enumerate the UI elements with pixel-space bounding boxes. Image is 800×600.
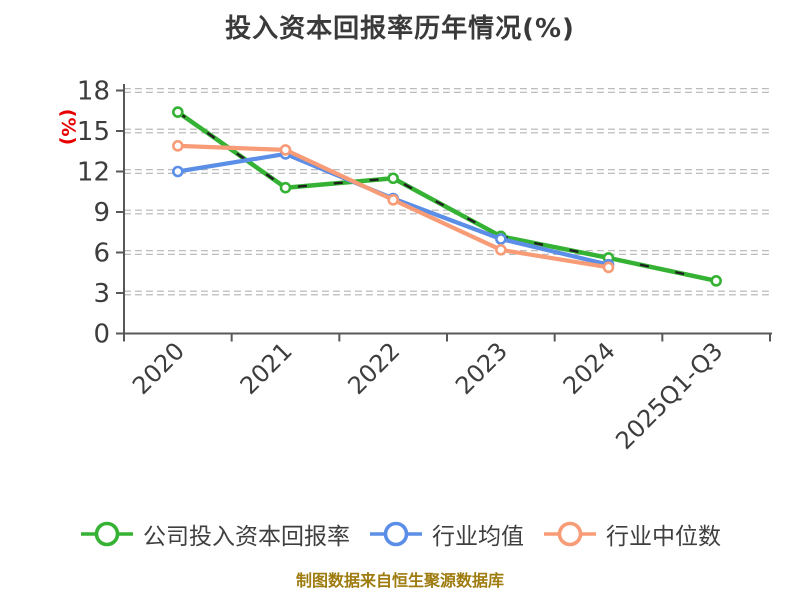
x-tick-label: 2020 [127, 337, 190, 400]
y-tick-label: 18 [77, 77, 110, 107]
y-tick-label: 3 [93, 279, 110, 309]
data-point-marker [495, 233, 507, 245]
y-tick-label: 0 [93, 320, 110, 350]
data-point-marker [279, 181, 292, 194]
data-point-marker [710, 275, 722, 287]
legend-label: 行业均值 [432, 524, 524, 550]
legend-item-2: 行业中位数 [542, 517, 721, 551]
y-tick-label: 15 [77, 117, 110, 147]
x-tick-label: 2022 [342, 337, 405, 400]
chart-title: 投入资本回报率历年情况(%) [225, 14, 575, 44]
chart-legend: 公司投入资本回报率 行业均值 行业中位数 [0, 517, 800, 551]
data-point-marker [172, 140, 184, 152]
data-point-marker [495, 244, 507, 256]
y-tick-label: 6 [93, 239, 110, 269]
legend-label: 公司投入资本回报率 [143, 524, 350, 550]
legend-marker-icon [370, 521, 422, 547]
legend-marker-icon [544, 521, 596, 547]
data-point-marker [602, 261, 615, 274]
y-axis-unit-label: (%) [57, 109, 79, 145]
data-source-note: 制图数据来自恒生聚源数据库 [295, 571, 504, 590]
data-point-marker [387, 172, 399, 185]
legend-marker-icon [81, 521, 133, 547]
x-tick-label: 2023 [450, 337, 513, 400]
legend-label: 行业中位数 [606, 524, 721, 550]
data-point-marker [387, 194, 399, 206]
series-0 [172, 106, 722, 287]
x-axis-ticks [123, 333, 771, 342]
y-tick-label: 9 [93, 198, 110, 228]
legend-item-0: 公司投入资本回报率 [79, 517, 350, 551]
data-point-marker [172, 165, 184, 178]
gridlines [124, 88, 770, 296]
y-tick-label: 12 [77, 158, 110, 188]
x-tick-label: 2021 [235, 337, 298, 400]
data-point-marker [279, 144, 292, 156]
y-axis-ticks: 0 3 6 9 12 15 18 [77, 77, 124, 350]
series-2 [172, 140, 615, 274]
x-tick-label: 2024 [558, 337, 621, 400]
x-tick-label: 2025Q1-Q3 [610, 337, 728, 455]
legend-item-1: 行业均值 [368, 517, 524, 551]
data-point-marker [172, 106, 184, 118]
